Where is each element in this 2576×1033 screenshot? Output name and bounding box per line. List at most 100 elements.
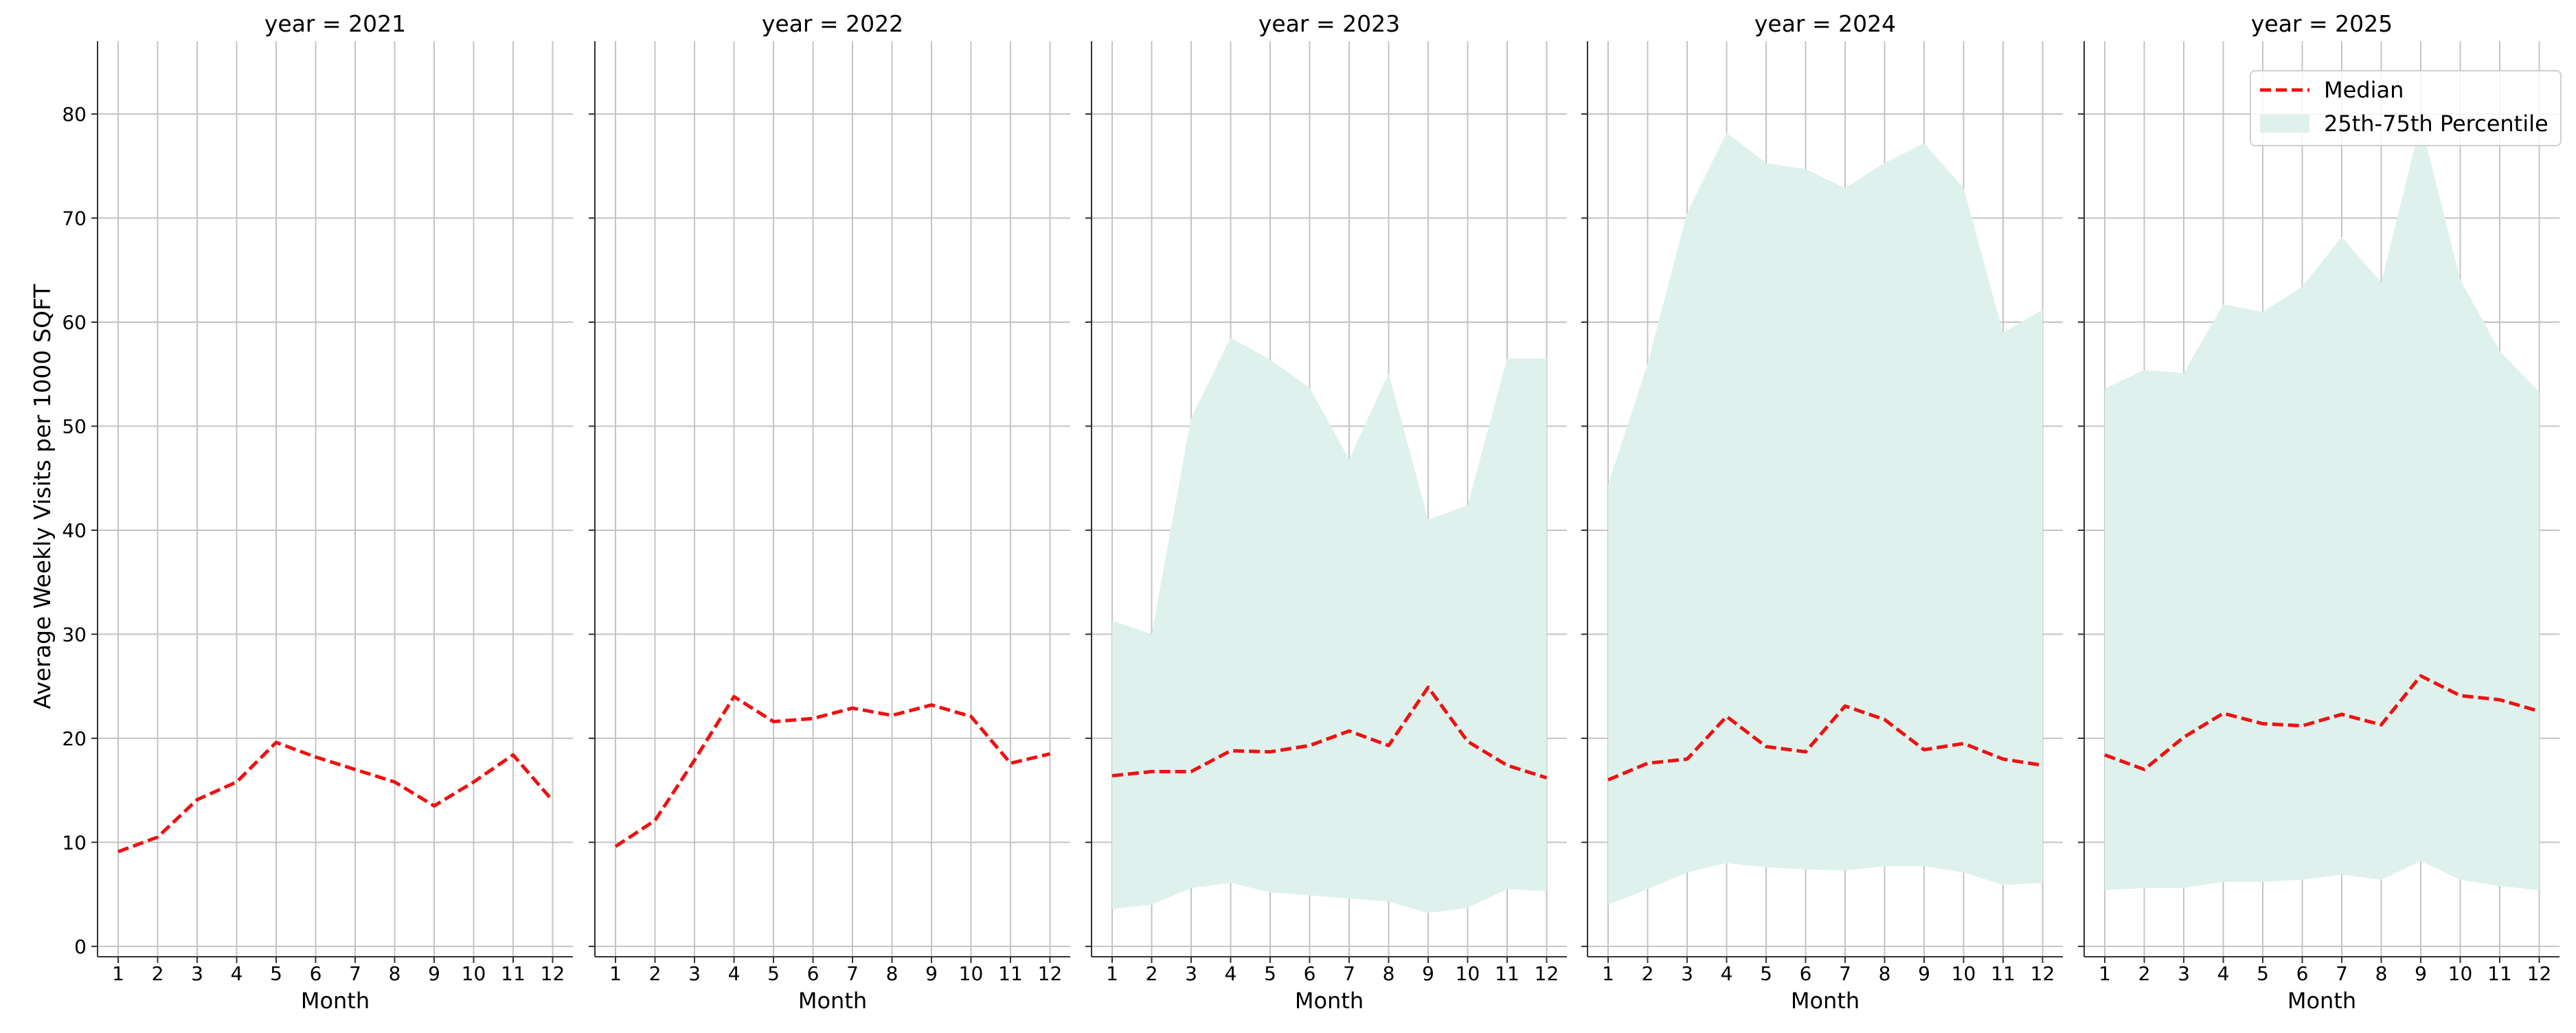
x-tick-label: 3 <box>1185 962 1197 985</box>
x-tick-label: 1 <box>2099 962 2111 985</box>
x-tick-label: 9 <box>428 962 440 985</box>
legend-box <box>2250 70 2562 146</box>
panel-title: year = 2021 <box>264 10 406 37</box>
x-tick-label: 7 <box>2336 962 2348 985</box>
x-tick-label: 5 <box>2257 962 2269 985</box>
x-tick-label: 8 <box>389 962 401 985</box>
y-tick-label: 50 <box>62 415 87 438</box>
y-tick-label: 60 <box>62 311 87 334</box>
x-tick-label: 3 <box>2178 962 2190 985</box>
x-axis-label: Month <box>798 988 867 1014</box>
x-tick-label: 11 <box>998 962 1023 985</box>
x-tick-label: 12 <box>1535 962 1559 985</box>
x-tick-label: 1 <box>1602 962 1614 985</box>
x-tick-label: 2 <box>1146 962 1158 985</box>
x-tick-label: 3 <box>191 962 203 985</box>
y-axis-label: Average Weekly Visits per 1000 SQFT <box>29 284 56 710</box>
x-tick-label: 9 <box>925 962 938 985</box>
legend-median-label: Median <box>2324 77 2404 103</box>
x-tick-label: 8 <box>1879 962 1891 985</box>
x-tick-label: 4 <box>1225 962 1237 985</box>
x-tick-label: 4 <box>2217 962 2230 985</box>
x-tick-label: 2 <box>1642 962 1654 985</box>
x-tick-label: 6 <box>807 962 820 985</box>
y-tick-label: 40 <box>62 519 87 542</box>
x-tick-label: 2 <box>152 962 164 985</box>
y-tick-label: 30 <box>62 623 87 646</box>
x-tick-label: 7 <box>1343 962 1355 985</box>
median-line <box>1607 704 2043 782</box>
x-tick-label: 4 <box>728 962 741 985</box>
x-tick-label: 10 <box>462 962 486 985</box>
x-tick-label: 11 <box>2487 962 2512 985</box>
x-tick-label: 8 <box>886 962 899 985</box>
x-tick-label: 5 <box>1264 962 1276 985</box>
percentile-band <box>2105 122 2540 891</box>
x-tick-label: 10 <box>1456 962 1480 985</box>
panel-title: year = 2022 <box>762 10 903 37</box>
x-tick-label: 2 <box>649 962 662 985</box>
x-tick-label: 1 <box>1106 962 1118 985</box>
x-axis-label: Month <box>301 988 370 1014</box>
x-tick-label: 10 <box>1952 962 1976 985</box>
x-tick-label: 6 <box>2296 962 2309 985</box>
y-tick-label: 10 <box>62 831 87 854</box>
x-tick-label: 1 <box>609 962 622 985</box>
legend-band-swatch <box>2260 115 2309 133</box>
x-tick-label: 7 <box>349 962 361 985</box>
median-line <box>1111 685 1548 780</box>
x-tick-label: 6 <box>1304 962 1316 985</box>
x-tick-label: 5 <box>270 962 282 985</box>
x-axis-label: Month <box>1295 988 1364 1014</box>
x-tick-label: 9 <box>1422 962 1434 985</box>
x-tick-label: 2 <box>2138 962 2151 985</box>
x-tick-label: 11 <box>501 962 526 985</box>
panel-title: year = 2023 <box>1258 10 1400 37</box>
x-tick-label: 3 <box>688 962 701 985</box>
y-tick-label: 0 <box>74 935 87 958</box>
x-tick-label: 11 <box>1495 962 1519 985</box>
x-tick-label: 12 <box>541 962 565 985</box>
x-tick-label: 6 <box>310 962 322 985</box>
y-tick-label: 70 <box>62 207 87 230</box>
x-tick-label: 6 <box>1800 962 1812 985</box>
x-tick-label: 9 <box>1918 962 1930 985</box>
x-tick-label: 10 <box>2448 962 2473 985</box>
x-tick-label: 11 <box>1991 962 2015 985</box>
x-tick-label: 7 <box>846 962 859 985</box>
x-axis-label: Month <box>1791 988 1860 1014</box>
median-line <box>117 740 554 854</box>
legend: Median 25th-75th Percentile <box>2250 70 2562 146</box>
x-tick-label: 4 <box>231 962 243 985</box>
legend-band-label: 25th-75th Percentile <box>2324 111 2549 137</box>
x-tick-label: 3 <box>1681 962 1693 985</box>
y-tick-label: 20 <box>62 727 87 750</box>
median-line <box>2104 674 2540 771</box>
panel-title: year = 2025 <box>2251 10 2393 37</box>
median-line <box>614 694 1051 848</box>
x-tick-label: 4 <box>1721 962 1733 985</box>
x-tick-label: 8 <box>1383 962 1395 985</box>
panel-title: year = 2024 <box>1754 10 1896 37</box>
x-tick-label: 7 <box>1839 962 1851 985</box>
x-tick-label: 1 <box>112 962 124 985</box>
x-tick-label: 12 <box>2527 962 2552 985</box>
percentile-band <box>1608 133 2043 905</box>
y-tick-label: 80 <box>62 103 87 126</box>
x-tick-label: 12 <box>2031 962 2055 985</box>
x-tick-label: 5 <box>1760 962 1772 985</box>
x-tick-label: 10 <box>959 962 984 985</box>
x-tick-label: 12 <box>1038 962 1063 985</box>
x-tick-label: 9 <box>2415 962 2427 985</box>
x-tick-label: 5 <box>767 962 780 985</box>
percentile-band <box>1112 337 1547 913</box>
x-axis-label: Month <box>2287 988 2356 1014</box>
x-tick-label: 8 <box>2375 962 2388 985</box>
